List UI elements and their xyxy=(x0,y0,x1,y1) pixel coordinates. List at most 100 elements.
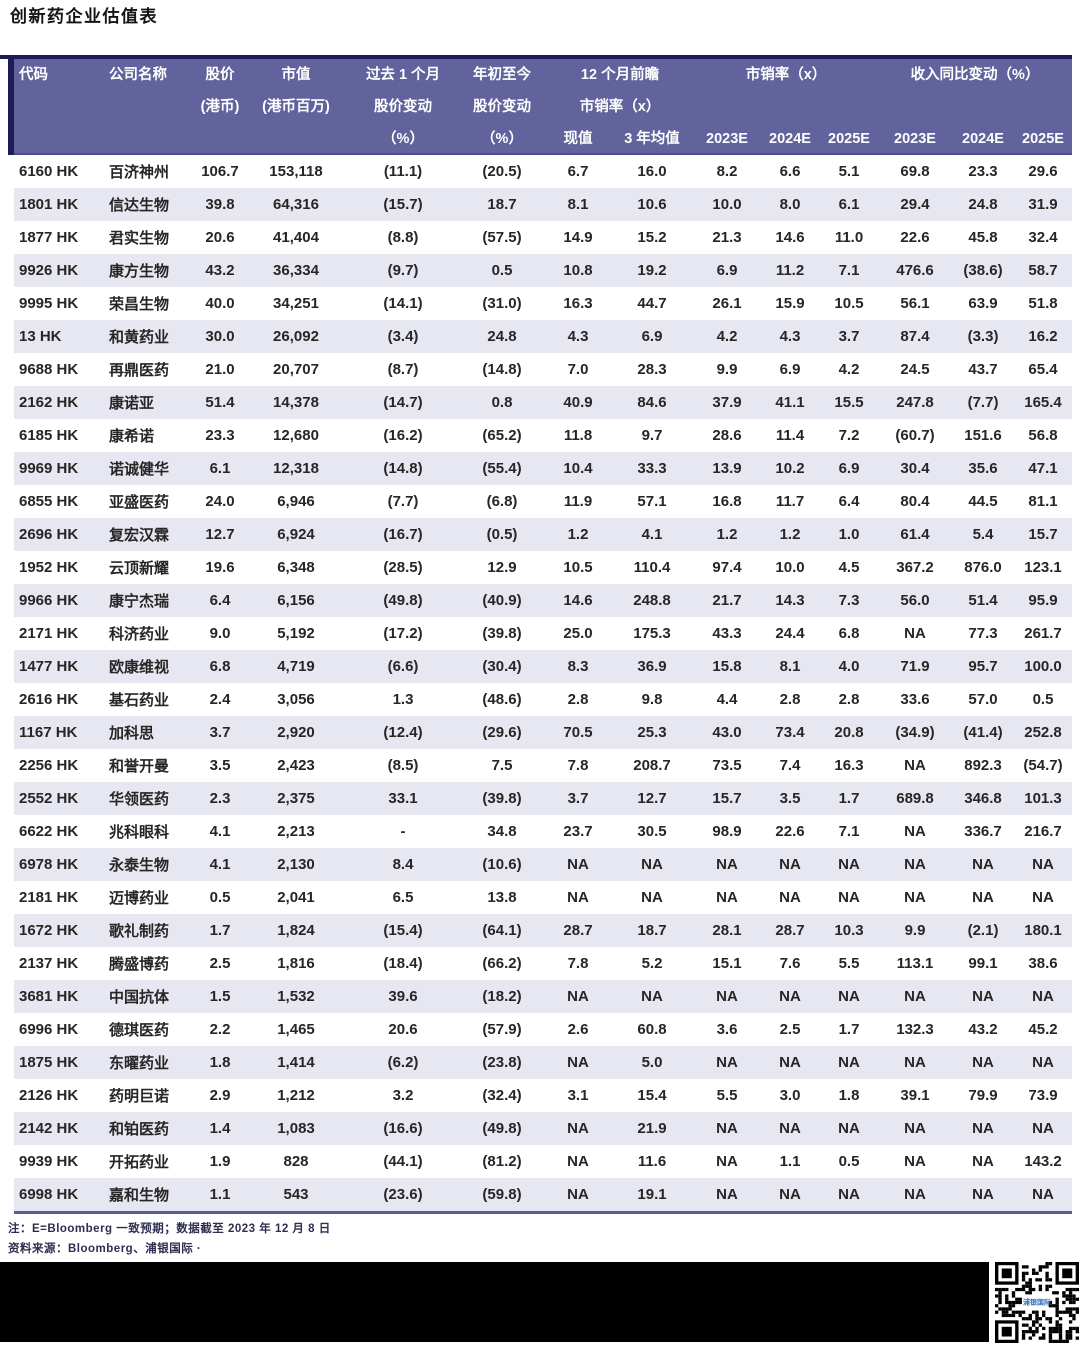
value-cell: 7.8 xyxy=(567,757,589,774)
value-cell: 56.8 xyxy=(1028,427,1058,444)
value-cell: 216.7 xyxy=(1024,823,1062,840)
value-cell: 99.1 xyxy=(968,955,998,972)
col-group-ps: 市销率（x） xyxy=(694,59,879,123)
value-cell: 1,465 xyxy=(277,1021,315,1038)
value-cell: 2.3 xyxy=(209,790,231,807)
table-row: 6160 HK 百济神州 106.7 153,118 (11.1) (20.5) 6.7 16… xyxy=(14,155,1073,188)
value-cell: NA xyxy=(779,1054,801,1071)
value-cell: 1,816 xyxy=(277,955,315,972)
value-cell: 261.7 xyxy=(1024,625,1062,642)
value-cell: 4.2 xyxy=(838,361,860,378)
value-cell: 43.7 xyxy=(968,361,998,378)
col-header-ps-2023e: 2023E xyxy=(694,123,761,155)
value-cell: 15.1 xyxy=(712,955,742,972)
value-cell: 3.7 xyxy=(567,790,589,807)
table-row: 6622 HK 兆科眼科 4.1 2,213 - 34.8 23.7 30.5 98.9 22.6… xyxy=(14,815,1073,848)
table-row: 2256 HK 和誉开曼 3.5 2,423 (8.5) 7.5 7.8 208.7 73.5 7… xyxy=(14,749,1073,782)
value-cell: 6.1 xyxy=(209,460,231,477)
value-cell: 1.1 xyxy=(779,1153,801,1170)
value-cell: (2.1) xyxy=(967,922,999,939)
value-cell: 828 xyxy=(283,1153,309,1170)
value-cell: 15.7 xyxy=(1028,526,1058,543)
page-title: 创新药企业估值表 xyxy=(10,7,158,26)
value-cell: 34,251 xyxy=(273,295,319,312)
value-cell: 8.3 xyxy=(567,658,589,675)
value-cell: 113.1 xyxy=(896,955,934,972)
company-name-cell: 基石药业 xyxy=(109,692,170,709)
company-name-cell: 科济药业 xyxy=(109,626,170,643)
value-cell: 9.9 xyxy=(716,361,738,378)
value-cell: 3,056 xyxy=(277,691,315,708)
value-cell: 9.8 xyxy=(641,691,663,708)
value-cell: NA xyxy=(838,856,860,873)
value-cell: 44.5 xyxy=(968,493,998,510)
value-cell: (60.7) xyxy=(895,427,935,444)
table-row: 6998 HK 嘉和生物 1.1 543 (23.6) (59.8) NA 19.1 NA NA N… xyxy=(14,1178,1073,1211)
table-top-rule xyxy=(0,55,1072,59)
value-cell: 26,092 xyxy=(273,328,319,345)
stock-code-cell: 6160 HK xyxy=(19,163,79,180)
stock-code-cell: 13 HK xyxy=(19,328,62,345)
company-name-cell: 迈博药业 xyxy=(109,890,170,907)
value-cell: NA xyxy=(716,889,738,906)
value-cell: 165.4 xyxy=(1024,394,1062,411)
stock-code-cell: 6855 HK xyxy=(19,493,79,510)
value-cell: 346.8 xyxy=(964,790,1002,807)
value-cell: NA xyxy=(904,823,926,840)
value-cell: 11.4 xyxy=(775,427,805,444)
value-cell: 11.7 xyxy=(775,493,805,510)
value-cell: 15.4 xyxy=(637,1087,667,1104)
stock-code-cell: 2171 HK xyxy=(19,625,79,642)
value-cell: (39.8) xyxy=(482,625,522,642)
header-bottom-rule xyxy=(14,153,1072,155)
value-cell: 13.9 xyxy=(712,460,742,477)
value-cell: 21.7 xyxy=(712,592,742,609)
value-cell: 7.1 xyxy=(838,262,860,279)
stock-code-cell: 2137 HK xyxy=(19,955,79,972)
value-cell: 36,334 xyxy=(273,262,319,279)
company-name-cell: 开拓药业 xyxy=(109,1154,170,1171)
value-cell: 23.3 xyxy=(968,163,998,180)
value-cell: (23.6) xyxy=(383,1186,423,1203)
value-cell: 543 xyxy=(283,1186,309,1203)
company-name-cell: 腾盛博药 xyxy=(109,956,170,973)
value-cell: NA xyxy=(904,889,926,906)
stock-code-cell: 6622 HK xyxy=(19,823,79,840)
value-cell: NA xyxy=(779,1186,801,1203)
value-cell: 20.8 xyxy=(834,724,864,741)
value-cell: 51.8 xyxy=(1028,295,1058,312)
value-cell: 87.4 xyxy=(900,328,930,345)
value-cell: 24.0 xyxy=(205,493,235,510)
value-cell: 8.4 xyxy=(392,856,414,873)
stock-code-cell: 2126 HK xyxy=(19,1087,79,1104)
value-cell: (17.2) xyxy=(383,625,423,642)
value-cell: (15.7) xyxy=(383,196,423,213)
value-cell: 71.9 xyxy=(900,658,930,675)
value-cell: 29.6 xyxy=(1028,163,1058,180)
value-cell: 101.3 xyxy=(1024,790,1062,807)
valuation-table: 代码 公司名称 股价 (港币) 市值 (港币百万) 过去 1 个月 股价变动 （… xyxy=(14,59,1073,1211)
value-cell: 10.8 xyxy=(563,262,593,279)
redaction-black-bar xyxy=(0,1262,989,1342)
value-cell: 65.4 xyxy=(1028,361,1058,378)
value-cell: 6.9 xyxy=(779,361,801,378)
value-cell: 3.5 xyxy=(209,757,231,774)
value-cell: 21.3 xyxy=(712,229,742,246)
stock-code-cell: 2552 HK xyxy=(19,790,79,807)
table-row: 9995 HK 荣昌生物 40.0 34,251 (14.1) (31.0) 16.3 44.… xyxy=(14,287,1073,320)
value-cell: 5.5 xyxy=(838,955,860,972)
company-name-cell: 和誉开曼 xyxy=(109,758,170,775)
value-cell: 26.1 xyxy=(712,295,742,312)
value-cell: NA xyxy=(641,988,663,1005)
value-cell: 5.2 xyxy=(641,955,663,972)
value-cell: 208.7 xyxy=(633,757,671,774)
value-cell: 12.7 xyxy=(637,790,667,807)
col-group-forward-ps: 12 个月前瞻 市销率（x） xyxy=(546,59,695,123)
company-name-cell: 再鼎医药 xyxy=(109,362,170,379)
value-cell: (15.4) xyxy=(383,922,423,939)
value-cell: 81.1 xyxy=(1028,493,1058,510)
value-cell: 15.9 xyxy=(775,295,805,312)
value-cell: 95.9 xyxy=(1028,592,1058,609)
company-name-cell: 加科思 xyxy=(109,725,155,742)
